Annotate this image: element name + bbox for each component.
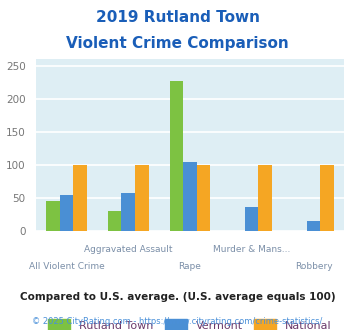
Text: Rape: Rape [179,262,201,271]
Text: Aggravated Assault: Aggravated Assault [84,245,173,254]
Bar [121,193,135,231]
Text: © 2025 CityRating.com - https://www.cityrating.com/crime-statistics/: © 2025 CityRating.com - https://www.city… [32,317,323,326]
Bar [73,165,87,231]
Bar [46,201,60,231]
Bar [170,81,183,231]
Bar [245,207,258,231]
Bar [307,221,320,231]
Bar [197,165,210,231]
Bar [135,165,148,231]
Bar [60,195,73,231]
Text: Violent Crime Comparison: Violent Crime Comparison [66,36,289,51]
Text: All Violent Crime: All Violent Crime [28,262,104,271]
Text: 2019 Rutland Town: 2019 Rutland Town [95,10,260,25]
Bar [320,165,334,231]
Bar [108,211,121,231]
Bar [183,162,197,231]
Text: Murder & Mans...: Murder & Mans... [213,245,290,254]
Legend: Rutland Town, Vermont, National: Rutland Town, Vermont, National [43,314,337,330]
Bar [258,165,272,231]
Text: Robbery: Robbery [295,262,332,271]
Text: Compared to U.S. average. (U.S. average equals 100): Compared to U.S. average. (U.S. average … [20,292,335,302]
